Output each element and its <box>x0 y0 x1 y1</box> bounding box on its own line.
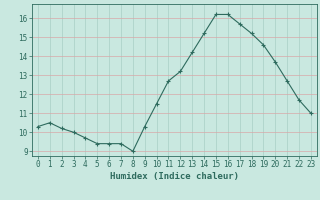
X-axis label: Humidex (Indice chaleur): Humidex (Indice chaleur) <box>110 172 239 181</box>
